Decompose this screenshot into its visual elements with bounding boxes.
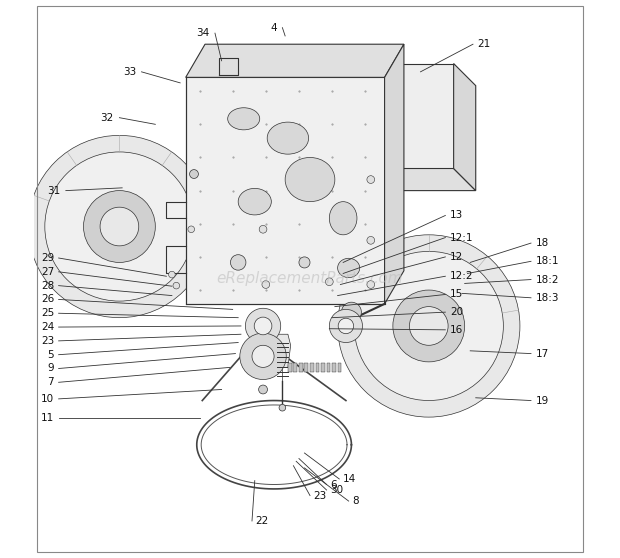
Circle shape — [329, 309, 363, 343]
Circle shape — [252, 345, 274, 367]
Circle shape — [326, 278, 333, 286]
Text: 5: 5 — [48, 350, 54, 360]
Text: 32: 32 — [100, 113, 114, 123]
Circle shape — [367, 237, 374, 244]
Circle shape — [367, 176, 374, 184]
Bar — [304, 363, 308, 372]
Circle shape — [259, 385, 267, 394]
Text: 12: 12 — [450, 252, 463, 262]
Polygon shape — [332, 64, 454, 169]
Text: 7: 7 — [48, 377, 54, 387]
Text: 27: 27 — [41, 267, 54, 277]
Text: 19: 19 — [536, 396, 549, 406]
Text: 9: 9 — [48, 363, 54, 373]
Circle shape — [45, 152, 194, 301]
Circle shape — [409, 307, 448, 345]
Circle shape — [367, 281, 374, 288]
Text: 16: 16 — [450, 325, 463, 335]
Text: 13: 13 — [450, 210, 463, 220]
Text: 31: 31 — [47, 186, 60, 196]
Text: 29: 29 — [41, 253, 54, 263]
Bar — [288, 363, 292, 372]
Text: 15: 15 — [450, 290, 463, 300]
Ellipse shape — [238, 189, 272, 215]
Text: 12:1: 12:1 — [450, 233, 473, 243]
Text: 4: 4 — [270, 23, 277, 32]
Text: 10: 10 — [41, 394, 54, 404]
Text: 24: 24 — [41, 322, 54, 332]
Text: 18: 18 — [536, 238, 549, 248]
Text: 23: 23 — [313, 490, 327, 501]
Bar — [321, 363, 325, 372]
Text: 30: 30 — [330, 485, 343, 495]
Bar — [316, 363, 319, 372]
Text: 34: 34 — [196, 28, 210, 38]
Circle shape — [342, 302, 361, 322]
Text: 21: 21 — [477, 39, 490, 49]
Ellipse shape — [231, 254, 246, 270]
Ellipse shape — [267, 122, 309, 154]
Text: 28: 28 — [41, 281, 54, 291]
Text: 8: 8 — [352, 496, 358, 506]
Circle shape — [262, 281, 270, 288]
Ellipse shape — [338, 258, 360, 278]
Ellipse shape — [228, 108, 260, 130]
Circle shape — [84, 191, 156, 262]
Ellipse shape — [285, 157, 335, 201]
Bar — [327, 363, 330, 372]
Bar — [310, 363, 314, 372]
Polygon shape — [252, 334, 291, 367]
Text: 11: 11 — [41, 413, 54, 423]
Ellipse shape — [329, 201, 357, 235]
Circle shape — [100, 207, 139, 246]
Bar — [299, 363, 303, 372]
Text: eReplacementParts.com: eReplacementParts.com — [216, 272, 404, 286]
Ellipse shape — [299, 257, 310, 268]
Circle shape — [338, 318, 353, 334]
Bar — [332, 363, 336, 372]
Circle shape — [188, 226, 195, 233]
Circle shape — [29, 136, 211, 318]
Bar — [293, 363, 298, 372]
Circle shape — [190, 170, 198, 179]
Circle shape — [393, 290, 464, 362]
Circle shape — [259, 225, 267, 233]
Circle shape — [240, 333, 286, 379]
Circle shape — [173, 282, 180, 289]
Polygon shape — [454, 64, 476, 191]
Text: 17: 17 — [536, 349, 549, 359]
Text: 33: 33 — [123, 67, 136, 77]
Circle shape — [246, 308, 281, 344]
Text: 18:1: 18:1 — [536, 256, 559, 266]
Circle shape — [254, 317, 272, 335]
Text: 18:2: 18:2 — [536, 275, 559, 285]
Text: 25: 25 — [41, 308, 54, 318]
Text: 18:3: 18:3 — [536, 293, 559, 303]
Text: 23: 23 — [41, 336, 54, 346]
Text: 12:2: 12:2 — [450, 271, 473, 281]
Text: 20: 20 — [450, 307, 463, 317]
Polygon shape — [384, 44, 404, 304]
Polygon shape — [186, 44, 404, 78]
Text: 26: 26 — [41, 295, 54, 305]
Circle shape — [354, 251, 503, 401]
Bar — [338, 363, 342, 372]
Text: 14: 14 — [343, 474, 356, 484]
Text: 22: 22 — [255, 516, 268, 526]
Circle shape — [169, 271, 175, 278]
Circle shape — [279, 405, 286, 411]
Circle shape — [338, 235, 520, 417]
Text: 6: 6 — [330, 479, 337, 489]
Polygon shape — [186, 78, 384, 304]
Polygon shape — [332, 169, 476, 191]
